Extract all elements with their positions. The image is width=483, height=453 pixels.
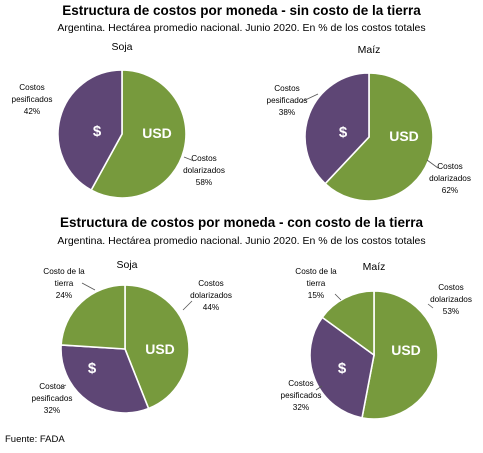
pie-slice-costos-pesificados-maiz-sin-tierra	[304, 72, 370, 185]
leader-line-costos-pesificados-soja-con-tierra	[59, 384, 67, 389]
usd-mark-soja-con-tierra: USD	[145, 341, 175, 357]
slice-label-costos-dolarizados-soja-con-tierra-line2: dolarizados	[190, 291, 232, 300]
leader-line-costos-dolarizados-maiz-sin-tierra	[426, 159, 439, 169]
leader-line-costos-dolarizados-soja-con-tierra	[182, 300, 193, 311]
slice-label-costos-pesificados-soja-con-tierra-line1: Costos	[39, 382, 64, 391]
slice-label-costos-pesificados-maiz-sin-tierra-line1: Costos	[274, 84, 299, 93]
slice-label-costos-pesificados-maiz-sin-tierra-line3: 38%	[279, 108, 295, 117]
leader-line-costos-pesificados-maiz-con-tierra	[315, 385, 323, 391]
slice-label-costos-pesificados-maiz-con-tierra-line2: pesificados	[281, 391, 322, 400]
pie-title-maiz-con-tierra: Maíz	[363, 261, 386, 273]
slice-label-costo-de-la-tierra-maiz-con-tierra-line1: Costo de la	[295, 267, 337, 276]
slice-label-costos-dolarizados-maiz-sin-tierra-line3: 62%	[442, 186, 458, 195]
pie-slice-costo-de-la-tierra-soja-con-tierra	[60, 284, 126, 350]
slice-label-costos-dolarizados-maiz-con-tierra-line2: dolarizados	[430, 295, 472, 304]
pie-title-maiz-sin-tierra: Maíz	[358, 44, 381, 56]
pie-slice-costos-pesificados-maiz-con-tierra	[309, 316, 375, 419]
slice-label-costos-pesificados-soja-sin-tierra-line1: Costos	[19, 83, 44, 92]
leader-line-costo-de-la-tierra-soja-con-tierra	[81, 282, 96, 291]
slice-label-costos-dolarizados-soja-con-tierra-line3: 44%	[203, 303, 219, 312]
peso-mark-maiz-con-tierra: $	[338, 360, 347, 377]
pie-slice-costos-dolarizados-soja-con-tierra	[124, 284, 190, 410]
slice-label-costos-pesificados-soja-sin-tierra-line3: 42%	[24, 107, 40, 116]
slice-label-costos-pesificados-soja-con-tierra-line2: pesificados	[32, 394, 73, 403]
slice-label-costo-de-la-tierra-soja-con-tierra-line2: tierra	[55, 279, 74, 288]
slice-label-costos-pesificados-maiz-con-tierra-line1: Costos	[288, 379, 313, 388]
slice-label-costo-de-la-tierra-soja-con-tierra-line1: Costo de la	[43, 267, 85, 276]
chart-subtitle-sin-tierra: Argentina. Hectárea promedio nacional. J…	[57, 22, 426, 34]
slice-label-costo-de-la-tierra-maiz-con-tierra-line3: 15%	[308, 291, 324, 300]
peso-mark-soja-sin-tierra: $	[93, 123, 102, 140]
leader-line-costos-dolarizados-maiz-con-tierra	[427, 303, 434, 309]
slice-label-costos-dolarizados-soja-sin-tierra-line1: Costos	[191, 154, 216, 163]
slice-label-costos-pesificados-soja-sin-tierra-line2: pesificados	[12, 95, 53, 104]
slice-label-costos-dolarizados-maiz-sin-tierra-line1: Costos	[437, 162, 462, 171]
pie-slice-costos-dolarizados-maiz-sin-tierra	[324, 72, 434, 202]
slice-label-costos-pesificados-maiz-sin-tierra-line2: pesificados	[267, 96, 308, 105]
slice-label-costo-de-la-tierra-soja-con-tierra-line3: 24%	[56, 291, 72, 300]
slice-label-costos-dolarizados-soja-sin-tierra-line3: 58%	[196, 178, 212, 187]
leader-line-costos-dolarizados-soja-sin-tierra	[183, 156, 195, 162]
peso-mark-maiz-sin-tierra: $	[339, 124, 348, 141]
chart-title-con-tierra: Estructura de costos por moneda - con co…	[59, 215, 424, 230]
pie-slice-costos-dolarizados-maiz-con-tierra	[361, 290, 439, 420]
slice-label-costos-dolarizados-maiz-sin-tierra-line2: dolarizados	[429, 174, 471, 183]
chart-subtitle-con-tierra: Argentina. Hectárea promedio nacional. J…	[57, 235, 426, 247]
pie-slice-costos-pesificados-soja-con-tierra	[60, 344, 150, 414]
slice-label-costos-dolarizados-maiz-con-tierra-line3: 53%	[443, 307, 459, 316]
source-note: Fuente: FADA	[5, 434, 65, 445]
pie-slice-costos-pesificados-soja-sin-tierra	[57, 69, 123, 192]
slice-label-costo-de-la-tierra-maiz-con-tierra-line2: tierra	[307, 279, 326, 288]
slice-label-costos-pesificados-soja-con-tierra-line3: 32%	[44, 406, 60, 415]
leader-line-costo-de-la-tierra-maiz-con-tierra	[334, 293, 342, 301]
usd-mark-maiz-sin-tierra: USD	[389, 128, 419, 144]
slice-label-costos-dolarizados-soja-con-tierra-line1: Costos	[198, 279, 223, 288]
chart-title-sin-tierra: Estructura de costos por moneda - sin co…	[62, 3, 421, 18]
pie-slice-costos-dolarizados-soja-sin-tierra	[90, 69, 187, 199]
slice-label-costos-dolarizados-soja-sin-tierra-line2: dolarizados	[183, 166, 225, 175]
usd-mark-maiz-con-tierra: USD	[391, 342, 421, 358]
slice-label-costos-dolarizados-maiz-con-tierra-line1: Costos	[438, 283, 463, 292]
slice-label-costos-pesificados-maiz-con-tierra-line3: 32%	[293, 403, 309, 412]
pie-title-soja-sin-tierra: Soja	[111, 41, 132, 53]
peso-mark-soja-con-tierra: $	[88, 360, 97, 377]
pie-title-soja-con-tierra: Soja	[116, 259, 137, 271]
usd-mark-soja-sin-tierra: USD	[142, 125, 172, 141]
leader-line-costos-pesificados-maiz-sin-tierra	[300, 93, 319, 103]
pie-slice-costo-de-la-tierra-maiz-con-tierra	[321, 290, 375, 357]
